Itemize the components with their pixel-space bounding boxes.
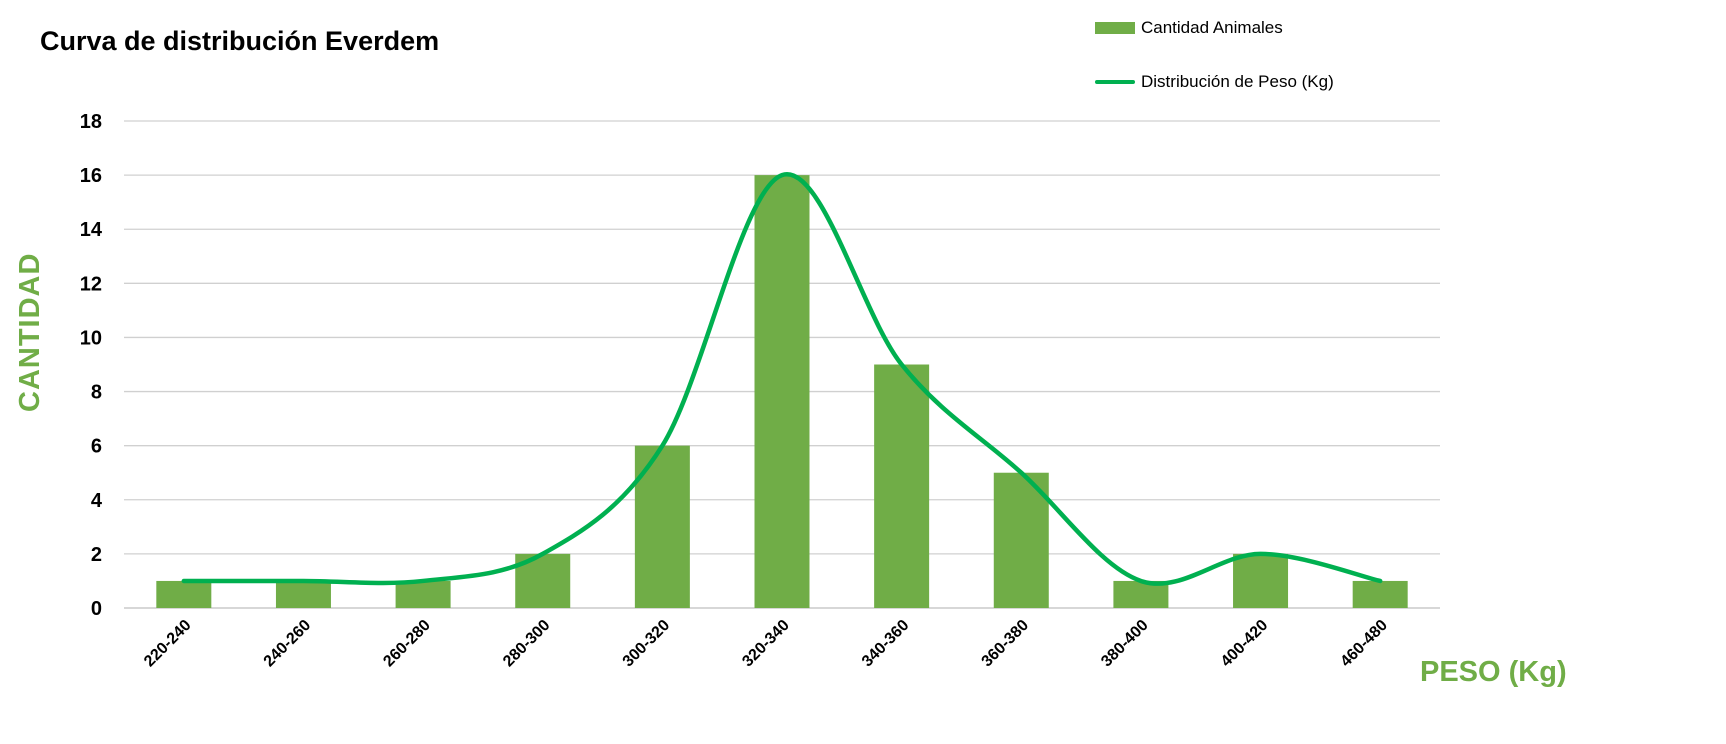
- bar: [1352, 580, 1408, 608]
- x-tick-label: 460-480: [1337, 617, 1391, 671]
- x-tick-label: 400-420: [1218, 617, 1272, 671]
- x-tick-label: 320-340: [739, 617, 793, 671]
- bar: [874, 364, 930, 608]
- bar: [275, 580, 331, 608]
- x-tick-label: 280-300: [500, 617, 554, 671]
- y-tick-label: 0: [91, 598, 102, 620]
- bar: [993, 472, 1049, 608]
- x-tick-label: 380-400: [1098, 617, 1152, 671]
- legend-swatch-bar: [1095, 22, 1135, 34]
- y-tick-label: 10: [80, 327, 102, 349]
- x-tick-label: 240-260: [261, 617, 315, 671]
- y-tick-label: 8: [91, 382, 102, 404]
- y-tick-label: 16: [80, 165, 102, 187]
- series-line: [181, 172, 1383, 586]
- x-tick-label: 360-380: [979, 617, 1033, 671]
- bar: [395, 580, 451, 608]
- y-tick-label: 2: [91, 544, 102, 566]
- legend-swatch-line: [1095, 80, 1135, 84]
- x-tick-label: 260-280: [380, 617, 434, 671]
- chart-title: Curva de distribución Everdem: [40, 26, 440, 56]
- bar: [1233, 553, 1289, 608]
- legend-item-bars: Cantidad Animales: [1095, 18, 1283, 38]
- bar: [156, 580, 212, 608]
- y-tick-label: 18: [80, 111, 102, 133]
- x-tick-label: 340-360: [859, 617, 913, 671]
- x-tick-label: 300-320: [620, 617, 674, 671]
- y-tick-label: 6: [91, 436, 102, 458]
- x-axis-title: PESO (Kg): [1420, 656, 1567, 688]
- legend-label-bars: Cantidad Animales: [1141, 18, 1283, 37]
- legend-label-line: Distribución de Peso (Kg): [1141, 72, 1334, 91]
- y-tick-label: 12: [80, 273, 102, 295]
- y-tick-label: 14: [80, 219, 103, 241]
- x-tick-label: 220-240: [141, 617, 195, 671]
- legend-item-line: Distribución de Peso (Kg): [1095, 72, 1334, 92]
- y-tick-label: 4: [91, 490, 103, 512]
- bar: [754, 175, 810, 608]
